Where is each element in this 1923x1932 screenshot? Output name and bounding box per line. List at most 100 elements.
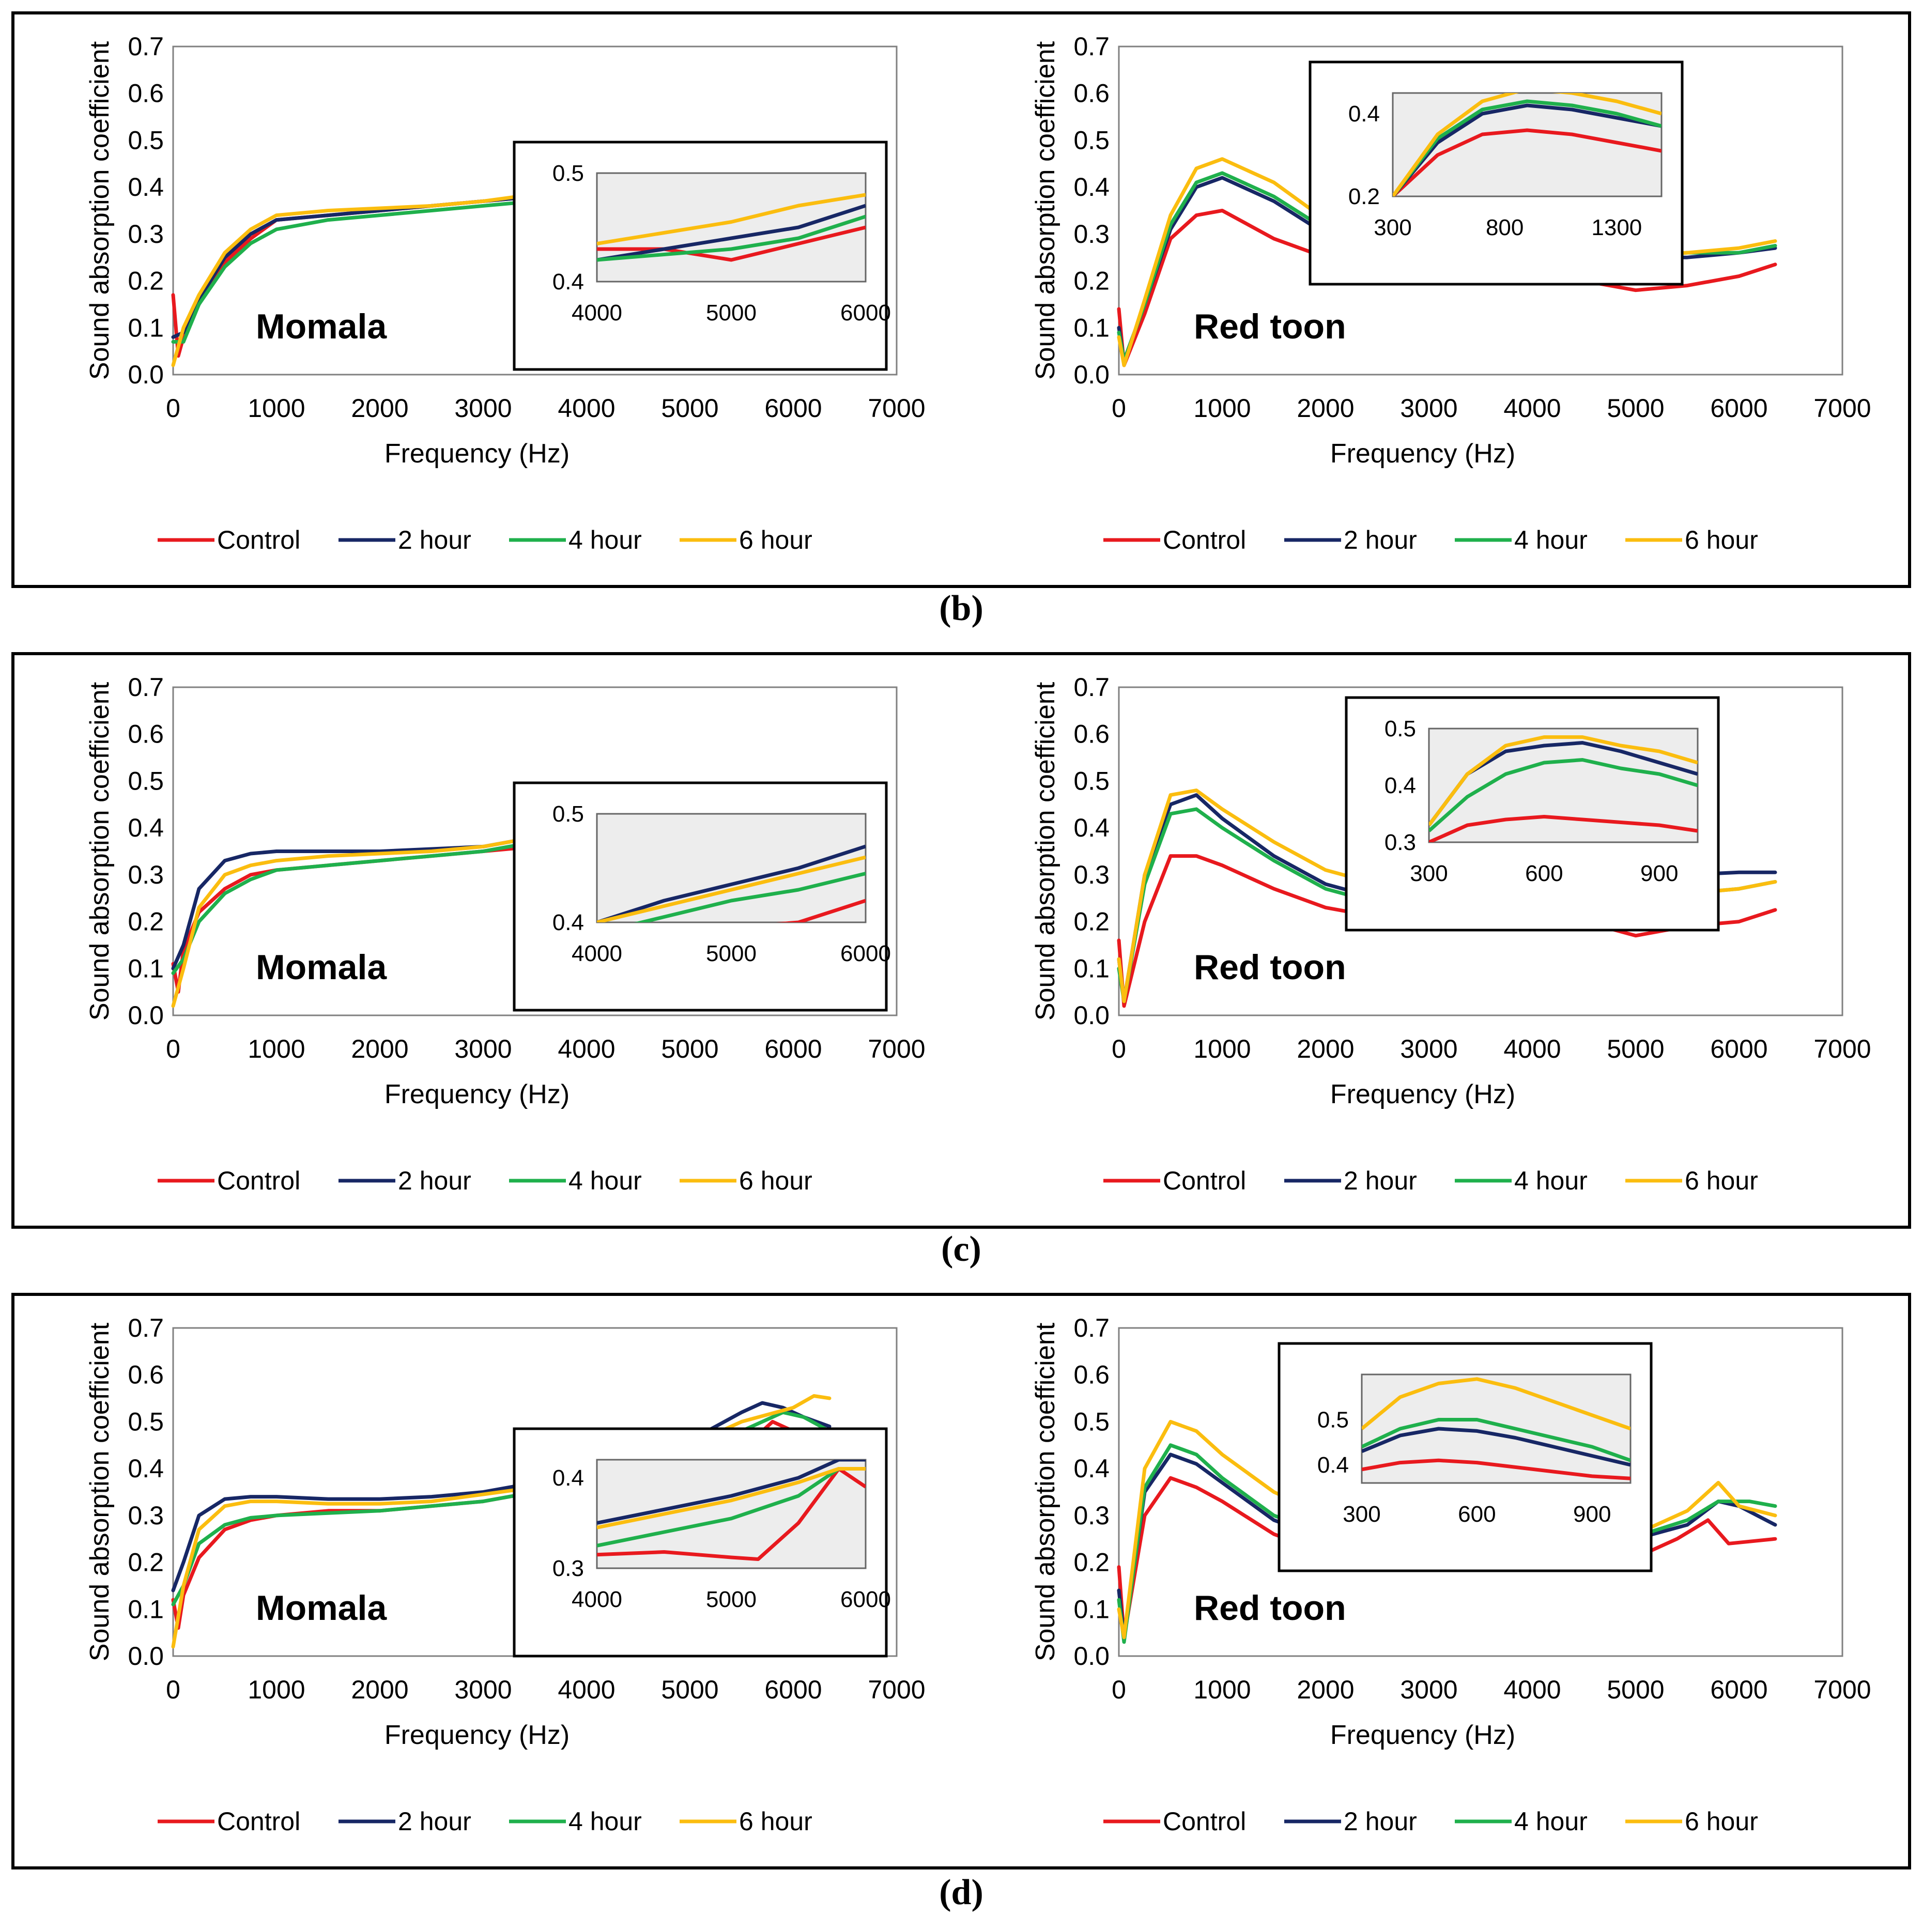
- y-tick-label: 0.5: [1073, 126, 1110, 154]
- legend-label: 2 hour: [1344, 1807, 1417, 1836]
- x-tick-label: 3000: [1400, 1034, 1457, 1063]
- x-tick-label: 4000: [558, 1034, 615, 1063]
- inset-x-tick-label: 4000: [572, 300, 622, 326]
- panel-caption: (c): [941, 1229, 981, 1269]
- x-tick-label: 6000: [764, 1675, 822, 1704]
- inset-line-4-hour: [597, 214, 866, 262]
- y-tick-label: 0.4: [1073, 1454, 1110, 1483]
- x-tick-label: 0: [1112, 394, 1126, 423]
- legend-label: 6 hour: [1685, 525, 1758, 554]
- y-tick-label: 0.4: [128, 813, 164, 842]
- y-tick-label: 0.7: [128, 32, 164, 61]
- y-tick-label: 0.6: [128, 1361, 164, 1389]
- x-tick-label: 1000: [1193, 1034, 1251, 1063]
- y-tick-label: 0.1: [128, 313, 164, 342]
- legend-label: 6 hour: [739, 525, 812, 554]
- x-tick-label: 5000: [1607, 394, 1664, 423]
- x-axis-label: Frequency (Hz): [384, 1720, 570, 1750]
- x-tick-label: 7000: [868, 1675, 925, 1704]
- x-tick-label: 0: [1112, 1675, 1126, 1704]
- x-tick-label: 2000: [1297, 1675, 1354, 1704]
- inset-x-tick-label: 4000: [572, 1587, 622, 1612]
- y-tick-label: 0.1: [1073, 1595, 1110, 1624]
- inset-x-tick-label: 6000: [840, 300, 891, 326]
- x-tick-label: 4000: [1503, 394, 1561, 423]
- x-tick-label: 4000: [1503, 1675, 1561, 1704]
- legend-label: 4 hour: [568, 525, 642, 554]
- inset-y-tick-label: 0.4: [552, 1465, 584, 1491]
- inset-line-2-hour: [597, 1460, 866, 1525]
- x-tick-label: 5000: [1607, 1034, 1664, 1063]
- inset-line-6-hour: [597, 1467, 866, 1529]
- y-tick-label: 0.6: [128, 720, 164, 749]
- inset-x-tick-label: 5000: [706, 941, 757, 966]
- y-tick-label: 0.3: [1073, 1501, 1110, 1530]
- species-label: Red toon: [1194, 307, 1346, 346]
- inset-x-tick-label: 5000: [706, 1587, 757, 1612]
- y-tick-label: 0.0: [128, 1001, 164, 1030]
- inset-line-2-hour: [1362, 1427, 1630, 1467]
- inset-y-tick-label: 0.5: [1317, 1408, 1349, 1433]
- y-axis-label: Sound absorption coefficient: [85, 41, 115, 380]
- x-tick-label: 7000: [1813, 1675, 1871, 1704]
- species-label: Momala: [256, 948, 387, 987]
- legend-label: 6 hour: [739, 1166, 812, 1195]
- inset-line-4-hour: [1393, 99, 1662, 196]
- legend-label: 4 hour: [568, 1166, 642, 1195]
- species-label: Red toon: [1194, 1588, 1346, 1628]
- inset-y-tick-label: 0.4: [552, 910, 584, 935]
- y-tick-label: 0.7: [1073, 673, 1110, 702]
- x-tick-label: 4000: [558, 1675, 615, 1704]
- x-tick-label: 3000: [1400, 394, 1457, 423]
- inset-line-control: [597, 225, 866, 262]
- y-tick-label: 0.2: [128, 1548, 164, 1577]
- y-tick-label: 0.3: [128, 860, 164, 889]
- legend-label: 6 hour: [1685, 1807, 1758, 1836]
- y-tick-label: 0.6: [128, 79, 164, 108]
- y-tick-label: 0.6: [1073, 1361, 1110, 1389]
- y-tick-label: 0.0: [1073, 360, 1110, 389]
- x-tick-label: 1000: [248, 394, 305, 423]
- x-tick-label: 1000: [248, 1034, 305, 1063]
- y-tick-label: 0.3: [128, 1501, 164, 1530]
- y-tick-label: 0.2: [1073, 267, 1110, 296]
- inset-y-tick-label: 0.4: [552, 269, 584, 295]
- inset-x-tick-label: 5000: [706, 300, 757, 326]
- x-tick-label: 7000: [1813, 394, 1871, 423]
- y-tick-label: 0.4: [1073, 173, 1110, 202]
- inset-line-control: [1393, 128, 1662, 196]
- y-tick-label: 0.2: [128, 907, 164, 936]
- x-tick-label: 0: [166, 394, 180, 423]
- y-tick-label: 0.1: [128, 954, 164, 983]
- legend-label: 4 hour: [568, 1807, 642, 1836]
- series-line-6-hour: [171, 1394, 832, 1649]
- x-tick-label: 0: [166, 1034, 180, 1063]
- y-axis-label: Sound absorption coefficient: [85, 682, 115, 1021]
- legend-label: 2 hour: [1344, 525, 1417, 554]
- y-tick-label: 0.0: [128, 1642, 164, 1671]
- y-tick-label: 0.1: [128, 1595, 164, 1624]
- inset-y-tick-label: 0.5: [1384, 716, 1416, 741]
- inset-line-2-hour: [1393, 103, 1662, 196]
- inset-x-tick-label: 6000: [840, 941, 891, 966]
- y-axis-label: Sound absorption coefficient: [85, 1322, 115, 1661]
- y-axis-label: Sound absorption coefficient: [1030, 682, 1060, 1021]
- inset-x-tick-label: 300: [1410, 861, 1448, 886]
- legend-label: Control: [1163, 1166, 1246, 1195]
- x-axis-label: Frequency (Hz): [384, 1079, 570, 1109]
- inset-series-group: [597, 844, 866, 922]
- inset-line-6-hour: [597, 855, 866, 922]
- inset-x-tick-label: 4000: [572, 941, 622, 966]
- chart-c-red-toon: 0.0 0.1 0.2 0.3 0.4 0.5 0.6 0.7 0 1000 2000 3000 400…: [1030, 673, 1871, 1195]
- y-tick-label: 0.4: [1073, 813, 1110, 842]
- legend-label: Control: [217, 1166, 300, 1195]
- legend-label: Control: [1163, 525, 1246, 554]
- legend-label: 2 hour: [398, 525, 471, 554]
- inset-y-tick-label: 0.4: [1317, 1452, 1349, 1478]
- inset-x-tick-label: 6000: [840, 1587, 891, 1612]
- x-axis-label: Frequency (Hz): [1330, 1079, 1515, 1109]
- inset-line-control: [1429, 815, 1698, 842]
- panel-frame: [11, 1293, 1911, 1869]
- inset-x-tick-label: 300: [1343, 1502, 1380, 1527]
